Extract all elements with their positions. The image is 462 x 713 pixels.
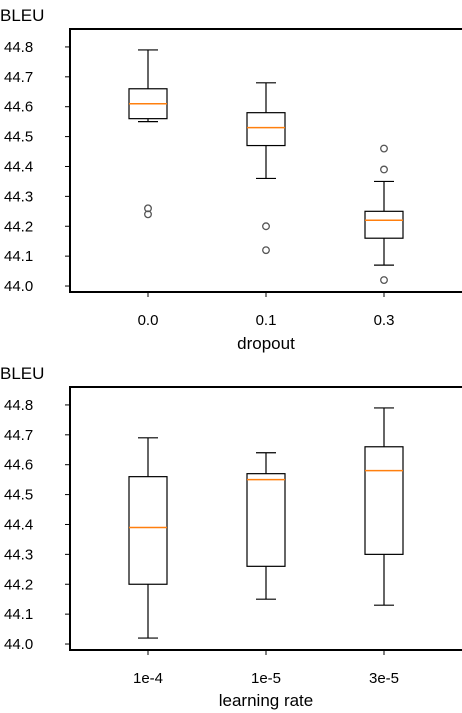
- y-tick-label: 44.1: [4, 606, 33, 623]
- y-tick-label: 44.4: [4, 516, 33, 533]
- y-tick-label: 44.3: [4, 546, 33, 563]
- box-0.3: [364, 144, 404, 284]
- outlier-point: [380, 144, 388, 153]
- box-0.1: [246, 82, 286, 255]
- iqr-box: [364, 210, 404, 239]
- x-tick-label: 0.3: [374, 312, 395, 329]
- y-tick-label: 44.4: [4, 158, 33, 175]
- y-tick-label: 44.6: [4, 99, 33, 116]
- x-tick-label: 1e-5: [251, 670, 281, 687]
- y-tick-label: 44.7: [4, 69, 33, 86]
- y-tick-label: 44.7: [4, 427, 33, 444]
- x-tick-label: 0.0: [138, 312, 159, 329]
- y-axis-title: BLEU: [0, 364, 44, 383]
- outlier-point: [380, 276, 388, 284]
- y-tick-label: 44.2: [4, 576, 33, 593]
- y-tick-label: 44.3: [4, 188, 33, 205]
- iqr-box: [364, 446, 404, 555]
- iqr-box: [128, 476, 168, 585]
- dropout-boxplot-panel: BLEU dropout 44.0 44.1 44.2 44.3 44.4 44.5 44.…: [0, 6, 462, 353]
- box-3e-5: [364, 407, 404, 606]
- box-1e-4: [128, 437, 168, 639]
- box-0.0: [128, 49, 168, 219]
- y-tick-label: 44.2: [4, 218, 33, 235]
- iqr-box: [246, 112, 286, 147]
- y-tick-label: 44.5: [4, 487, 33, 504]
- x-tick-label: 0.1: [256, 312, 277, 329]
- y-tick-label: 44.6: [4, 457, 33, 474]
- y-tick-label: 44.0: [4, 636, 33, 653]
- iqr-box: [246, 473, 286, 567]
- plot-frame: [69, 386, 462, 651]
- x-axis-title: dropout: [237, 334, 295, 353]
- box-1e-5: [246, 452, 286, 600]
- y-tick-label: 44.5: [4, 129, 33, 146]
- plot-frame: [69, 28, 462, 293]
- outlier-point: [380, 165, 388, 174]
- x-tick-label: 1e-4: [133, 670, 163, 687]
- y-tick-label: 44.8: [4, 39, 33, 56]
- outlier-point: [262, 222, 270, 231]
- y-tick-label: 44.8: [4, 397, 33, 414]
- y-tick-label: 44.1: [4, 248, 33, 265]
- x-tick-label: 3e-5: [369, 670, 399, 687]
- x-axis-title: learning rate: [219, 691, 314, 710]
- outlier-point: [262, 246, 270, 255]
- learning-rate-boxplot-panel: BLEU learning rate 44.0 44.1 44.2 44.3 44.4 4…: [0, 364, 462, 710]
- y-tick-label: 44.0: [4, 278, 33, 295]
- y-axis-title: BLEU: [0, 6, 44, 25]
- outlier-point: [144, 204, 152, 213]
